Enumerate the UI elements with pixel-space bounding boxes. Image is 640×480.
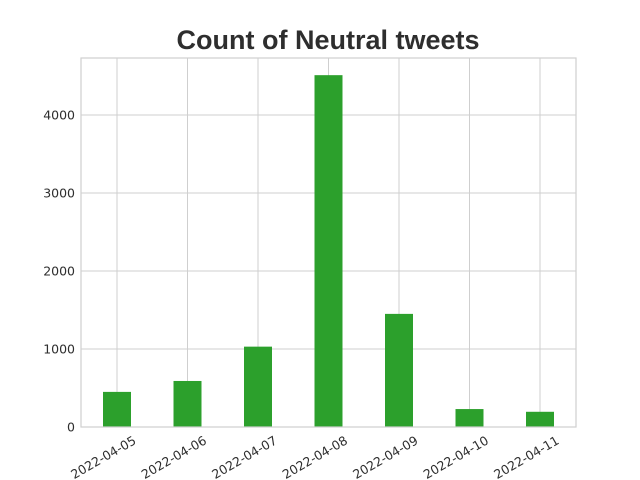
x-tick-label: 2022-04-11 <box>491 433 561 480</box>
bar-2022-04-06 <box>173 380 202 427</box>
bar-2022-04-07 <box>244 346 272 427</box>
bar-2022-04-09 <box>385 313 413 427</box>
x-tick-label: 2022-04-10 <box>421 433 491 480</box>
plot-frame <box>80 57 577 428</box>
bar-2022-04-10 <box>455 409 484 427</box>
x-tick-label: 2022-04-06 <box>139 433 209 480</box>
x-tick-label: 2022-04-07 <box>209 433 279 480</box>
bar-2022-04-08 <box>314 75 343 428</box>
y-tick-label: 0 <box>67 420 75 435</box>
chart-title: Count of Neutral tweets <box>176 25 479 55</box>
x-axis-ticks: 2022-04-05 2022-04-06 2022-04-07 2022-04-08… <box>68 433 561 480</box>
bar-2022-04-11 <box>526 411 554 427</box>
bar-2022-04-05 <box>103 391 131 427</box>
y-tick-label: 1000 <box>43 341 75 356</box>
bars <box>103 75 554 428</box>
x-tick-label: 2022-04-05 <box>68 433 138 480</box>
x-tick-label: 2022-04-09 <box>350 433 420 480</box>
y-axis-ticks: 0 1000 2000 3000 4000 <box>43 107 75 434</box>
x-tick-label: 2022-04-08 <box>280 433 350 480</box>
y-tick-label: 3000 <box>43 185 75 200</box>
y-tick-label: 2000 <box>43 263 75 278</box>
y-tick-label: 4000 <box>43 107 75 122</box>
